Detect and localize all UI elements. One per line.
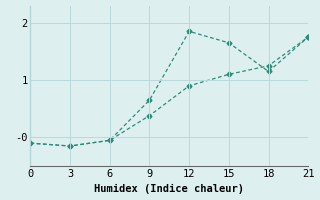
- X-axis label: Humidex (Indice chaleur): Humidex (Indice chaleur): [94, 184, 244, 194]
